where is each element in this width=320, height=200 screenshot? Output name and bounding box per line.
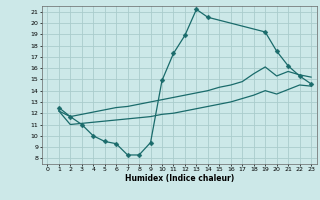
X-axis label: Humidex (Indice chaleur): Humidex (Indice chaleur)	[124, 174, 234, 183]
